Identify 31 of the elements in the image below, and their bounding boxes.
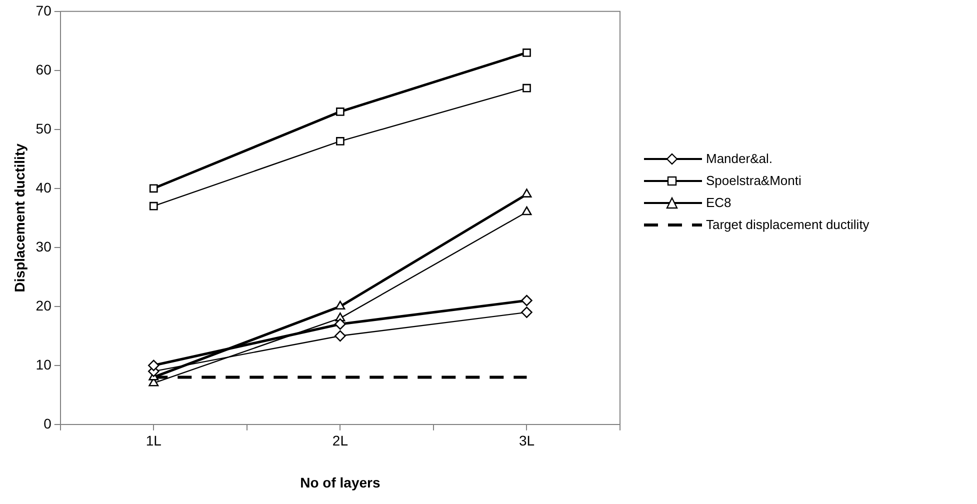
point [522,188,532,198]
point [336,108,344,116]
y-tick-label: 10 [36,356,52,372]
y-tick-label: 70 [36,2,52,18]
x-tick-label: 3L [518,432,535,449]
point [334,318,346,330]
point [521,294,532,306]
legend-label: Mander&al. [706,151,772,166]
legend-label: Spoelstra&Monti [706,173,802,188]
y-axis-title: Displacement ductility [11,143,28,292]
y-tick-label: 20 [36,297,52,314]
point [335,300,346,310]
y-tick-label: 50 [36,120,52,136]
point [149,202,158,210]
y-tick-label: 0 [44,415,52,432]
point [334,330,346,342]
y-tick-label: 40 [36,179,52,196]
legend-label: Target displacement ductility [706,217,870,232]
legend-label: EC8 [706,195,732,210]
point [522,206,532,216]
point [148,360,160,372]
point [149,184,158,193]
x-tick-label: 2L [332,432,348,449]
point [521,306,532,318]
y-tick-label: 60 [36,61,52,78]
x-tick-label: 1L [146,432,162,449]
point [522,84,531,92]
x-axis-title: No of layers [300,474,380,490]
point [522,48,531,57]
y-tick-label: 30 [36,238,52,254]
point [336,137,344,146]
